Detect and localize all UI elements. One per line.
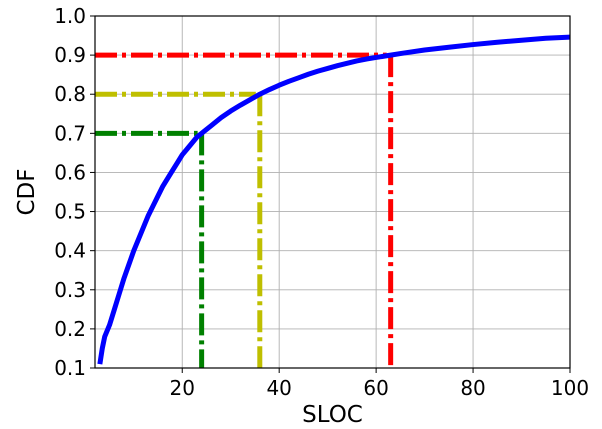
y-tick-label: 0.7: [54, 121, 86, 145]
x-tick-label: 60: [363, 376, 388, 400]
x-tick-label: 100: [551, 376, 589, 400]
y-tick-label: 0.2: [54, 317, 86, 341]
x-tick-label: 80: [460, 376, 485, 400]
reference-lines: [95, 52, 394, 368]
x-axis-label: SLOC: [302, 402, 363, 428]
x-tick-label: 40: [266, 376, 291, 400]
ticks: 20 40 60 80 100 0.1 0.2 0.3 0.4 0.5 0.6 0.7 0.8 0.9 1.…: [54, 4, 589, 400]
y-tick-label: 0.3: [54, 278, 86, 302]
x-tick-label: 20: [170, 376, 195, 400]
plot-area-frame: [94, 15, 571, 369]
y-tick-label: 0.6: [54, 160, 86, 184]
series-layer: [97, 34, 571, 365]
y-axis-label: CDF: [14, 169, 40, 216]
cdf-series-line: [97, 34, 571, 365]
y-tick-label: 0.5: [54, 200, 86, 224]
y-tick-label: 0.1: [54, 356, 86, 380]
y-tick-label: 1.0: [54, 4, 86, 28]
y-tick-label: 0.4: [54, 239, 86, 263]
y-tick-label: 0.9: [54, 43, 86, 67]
y-tick-label: 0.8: [54, 82, 86, 106]
